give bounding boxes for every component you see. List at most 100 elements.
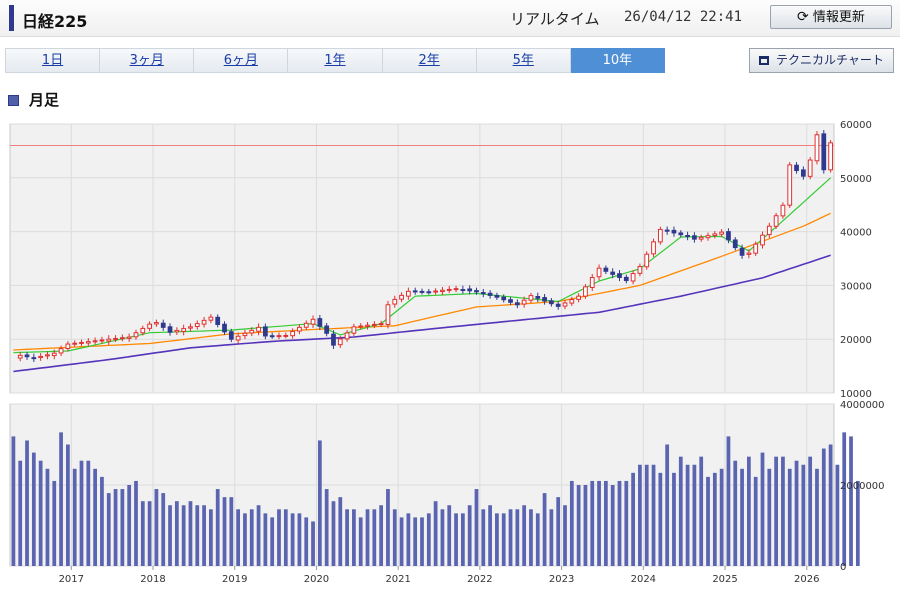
volume-bar	[243, 513, 247, 566]
tab-6m[interactable]: 6ヶ月	[194, 48, 289, 73]
candle-body	[358, 325, 364, 328]
candle-body	[38, 355, 44, 359]
volume-bar	[25, 440, 29, 566]
candle-body	[297, 326, 302, 332]
volume-bar	[52, 480, 57, 566]
candle-body	[392, 298, 398, 305]
candle-body	[331, 333, 336, 346]
candle-body	[256, 326, 261, 332]
volume-bar	[835, 464, 840, 566]
candle-body	[746, 252, 752, 255]
candle-body	[794, 164, 799, 172]
tab-2y[interactable]: 2年	[382, 48, 477, 73]
volume-bar	[277, 509, 281, 566]
candle-body	[821, 133, 827, 171]
candle-body	[92, 340, 98, 343]
volume-bar	[379, 505, 384, 566]
tab-3m[interactable]: 3ヶ月	[100, 48, 195, 73]
candle-body	[780, 204, 786, 217]
volume-bar	[297, 513, 302, 566]
candle-body	[344, 332, 350, 340]
volume-bar	[195, 505, 200, 566]
candle-body	[583, 286, 588, 297]
candle-body	[72, 342, 78, 345]
tab-5y[interactable]: 5年	[476, 48, 571, 73]
candle-body	[351, 326, 357, 334]
refresh-button[interactable]: ⟳ 情報更新	[770, 5, 892, 29]
candle-body	[181, 328, 187, 332]
volume-bar	[406, 513, 411, 566]
candle-body	[283, 334, 289, 337]
candle-body	[378, 323, 384, 326]
candle-body	[440, 289, 445, 293]
index-title: 日経225	[22, 12, 88, 31]
candle-body	[126, 336, 132, 339]
candle-body	[589, 277, 595, 288]
volume-bar	[18, 460, 23, 566]
candle-body	[719, 231, 725, 235]
volume-bar	[229, 497, 234, 566]
candle-body	[555, 303, 561, 307]
volume-bar	[317, 440, 322, 566]
candle-body	[678, 232, 684, 236]
price-tick-label: 30000	[840, 281, 872, 292]
volume-bar	[821, 448, 826, 566]
candle-body	[262, 326, 268, 337]
candle-body	[371, 323, 377, 326]
candle-body	[494, 294, 500, 298]
technical-chart-button[interactable]: テクニカルチャート	[749, 48, 894, 73]
volume-bar	[590, 480, 595, 566]
tab-1y[interactable]: 1年	[288, 48, 383, 73]
candle-body	[290, 330, 295, 337]
volume-bar	[685, 464, 690, 566]
candle-body	[167, 326, 173, 333]
refresh-icon: ⟳	[797, 9, 809, 25]
candle-body	[160, 322, 166, 328]
volume-bar	[849, 436, 853, 566]
candle-body	[610, 271, 616, 275]
candle-body	[617, 273, 622, 278]
candle-body	[426, 291, 432, 294]
volume-bar	[542, 493, 547, 566]
candle-body	[17, 354, 23, 359]
candle-body	[419, 290, 425, 293]
year-tick-label: 2026	[794, 574, 819, 585]
window-icon	[759, 56, 770, 65]
volume-bar	[188, 501, 193, 566]
volume-bar	[481, 509, 486, 566]
candle-body	[412, 290, 418, 293]
candle-body	[828, 142, 833, 171]
tab-10y[interactable]: 10年	[570, 48, 665, 73]
candle-body	[753, 243, 759, 254]
candle-body	[508, 299, 513, 303]
candle-body	[766, 225, 772, 236]
technical-chart-label: テクニカルチャート	[775, 53, 884, 67]
volume-bar	[569, 480, 574, 566]
volume-tick-label: 2000000	[840, 481, 885, 492]
volume-bar	[45, 468, 50, 566]
volume-bar	[794, 460, 799, 566]
volume-bar	[672, 472, 676, 566]
candle-body	[106, 338, 112, 342]
candle-body	[133, 332, 139, 338]
candle-body	[712, 233, 718, 236]
candles	[17, 129, 833, 362]
candle-body	[644, 253, 650, 268]
volume-bar	[120, 489, 125, 566]
candle-body	[562, 302, 568, 307]
volume-bar	[603, 480, 608, 566]
candle-body	[249, 329, 255, 334]
candle-body	[726, 231, 731, 241]
volume-bar	[113, 489, 118, 566]
volume-bar	[202, 505, 206, 566]
volume-bar	[134, 480, 138, 566]
year-tick-label: 2024	[631, 574, 656, 585]
candle-body	[453, 288, 459, 291]
realtime-label: リアルタイム	[510, 10, 600, 28]
tab-1d[interactable]: 1日	[5, 48, 101, 73]
volume-bar	[699, 456, 704, 566]
candle-body	[460, 289, 466, 292]
volume-bar	[576, 485, 581, 566]
volume-bar	[726, 436, 731, 566]
